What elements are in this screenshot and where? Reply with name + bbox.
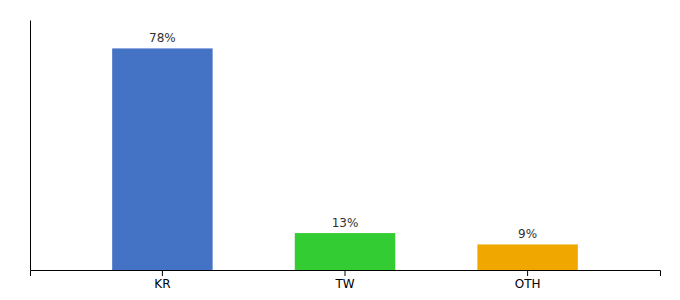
chart-svg: KR TW OTH 78% 13% 9% (0, 0, 680, 300)
x-axis-line (31, 271, 661, 277)
x-tick-mark (345, 270, 346, 276)
x-tick-mark (162, 270, 163, 276)
x-tick: OTH (515, 270, 541, 291)
data-label: 13% (332, 216, 359, 230)
x-tick-label: KR (154, 277, 170, 291)
x-tick-label: OTH (515, 277, 541, 291)
plot-area: KR TW OTH 78% 13% 9% (31, 21, 661, 291)
bar (112, 48, 212, 270)
bars (112, 48, 578, 270)
x-tick-mark (527, 270, 528, 276)
data-labels: 78% 13% 9% (149, 31, 537, 241)
bar (295, 233, 395, 270)
bar (477, 244, 577, 270)
x-axis: KR TW OTH (31, 270, 661, 291)
x-tick: TW (334, 270, 354, 291)
y-axis-line (30, 21, 31, 271)
y-axis (30, 21, 31, 271)
x-tick-label: TW (334, 277, 354, 291)
x-tick: KR (154, 270, 170, 291)
data-label: 78% (149, 31, 176, 45)
data-label: 9% (518, 227, 537, 241)
chart-container: KR TW OTH 78% 13% 9% (0, 0, 680, 300)
